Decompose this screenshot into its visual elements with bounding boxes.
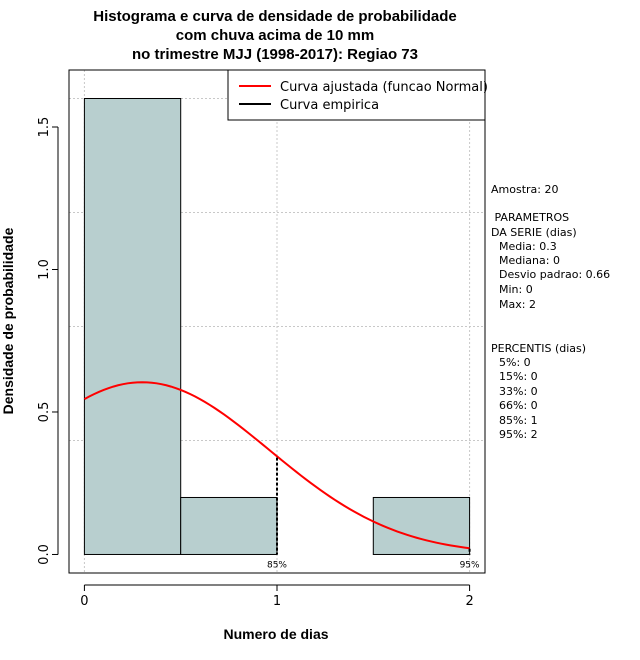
- params-header-2: DA SERIE (dias): [491, 226, 577, 239]
- param-max: Max: 2: [499, 298, 536, 311]
- histogram-bars: [83, 97, 471, 555]
- percentile-marker-label-1: 95%: [460, 560, 480, 570]
- legend: Curva ajustada (funcao Normal) Curva emp…: [227, 69, 488, 121]
- legend-label-fitted: Curva ajustada (funcao Normal): [280, 80, 488, 95]
- side-panel: Amostra: 20 PARAMETROS DA SERIE (dias) M…: [491, 183, 610, 441]
- y-axis: 0.0 0.5 1.0 1.5: [37, 117, 59, 565]
- param-min: Min: 0: [499, 283, 533, 296]
- percentile-marker-label-0: 85%: [267, 560, 287, 570]
- chart-title-line-3: no trimestre MJJ (1998-2017): Regiao 73: [132, 46, 418, 63]
- fitted-normal-curve: [83, 381, 470, 550]
- y-tick-label-0: 0.0: [37, 544, 52, 565]
- chart-title-line-1: Histograma e curva de densidade de proba…: [93, 8, 456, 25]
- y-tick-label-3: 1.5: [37, 117, 52, 138]
- param-mediana: Mediana: 0: [499, 254, 560, 267]
- x-axis: 0 1 2: [80, 584, 474, 609]
- chart-title-line-2: com chuva acima de 10 mm: [176, 27, 374, 44]
- y-axis-title: Densidade de probabilidade: [0, 227, 16, 414]
- params-header-1: PARAMETROS: [491, 211, 569, 224]
- percentil-15: 15%: 0: [499, 370, 538, 383]
- percentis-header: PERCENTIS (dias): [491, 342, 586, 355]
- percentile-markers: 85% 95%: [267, 457, 480, 570]
- y-tick-label-2: 1.0: [37, 259, 52, 280]
- x-axis-title: Numero de dias: [223, 626, 328, 642]
- x-tick-label-0: 0: [80, 594, 88, 609]
- sample-size: Amostra: 20: [491, 183, 558, 196]
- percentil-95: 95%: 2: [499, 428, 538, 441]
- param-desvio: Desvio padrao: 0.66: [499, 268, 610, 281]
- param-media: Media: 0.3: [499, 240, 557, 253]
- percentil-33: 33%: 0: [499, 385, 538, 398]
- histogram-bar-0: [83, 97, 182, 555]
- percentil-66: 66%: 0: [499, 399, 538, 412]
- x-tick-label-2: 2: [465, 594, 473, 609]
- legend-label-empirical: Curva empirica: [280, 98, 379, 113]
- percentil-85: 85%: 1: [499, 414, 538, 427]
- percentil-5: 5%: 0: [499, 356, 531, 369]
- curves: [83, 381, 470, 550]
- x-tick-label-1: 1: [273, 594, 281, 609]
- legend-box: [227, 69, 486, 121]
- histogram-bar-1: [180, 496, 278, 555]
- y-tick-label-1: 0.5: [37, 402, 52, 423]
